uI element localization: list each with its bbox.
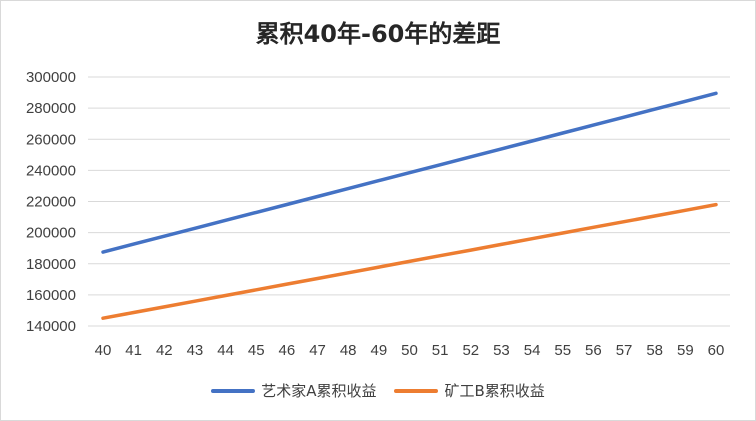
- legend-item-series-a: 艺术家A累积收益: [211, 380, 376, 401]
- x-tick-label: 54: [524, 342, 541, 359]
- x-tick-label: 48: [340, 342, 357, 359]
- y-tick-label: 160000: [26, 287, 76, 304]
- x-tick-label: 52: [462, 342, 479, 359]
- y-tick-label: 200000: [26, 225, 76, 242]
- x-tick-label: 49: [371, 342, 388, 359]
- legend: 艺术家A累积收益 矿工B累积收益: [0, 380, 756, 401]
- legend-swatch-series-b: [394, 388, 439, 393]
- x-tick-label: 51: [432, 342, 449, 359]
- legend-swatch-series-a: [211, 388, 256, 393]
- x-tick-label: 43: [187, 342, 204, 359]
- y-tick-label: 280000: [26, 100, 76, 117]
- x-axis-ticks: 40 41 42 43 44 45 46 47 48 49 50 51 52 53 54 55 56 57 58 59…: [95, 342, 725, 359]
- x-tick-label: 57: [616, 342, 633, 359]
- legend-label-series-b: 矿工B累积收益: [444, 382, 545, 400]
- x-tick-label: 58: [646, 342, 663, 359]
- legend-item-series-b: 矿工B累积收益: [394, 380, 545, 401]
- x-tick-label: 46: [279, 342, 296, 359]
- x-tick-label: 56: [585, 342, 602, 359]
- y-tick-label: 300000: [26, 69, 76, 86]
- x-tick-label: 45: [248, 342, 265, 359]
- x-tick-label: 44: [217, 342, 234, 359]
- x-tick-label: 60: [708, 342, 725, 359]
- y-axis-ticks: 140000 160000 180000 200000 220000 240000 2600…: [26, 69, 76, 335]
- x-tick-label: 40: [95, 342, 112, 359]
- series-lines: [101, 91, 718, 320]
- x-tick-label: 59: [677, 342, 694, 359]
- x-tick-label: 50: [401, 342, 418, 359]
- y-tick-label: 220000: [26, 194, 76, 211]
- gridlines: [88, 76, 730, 327]
- x-tick-label: 47: [309, 342, 326, 359]
- x-tick-label: 53: [493, 342, 510, 359]
- y-tick-label: 140000: [26, 318, 76, 335]
- x-tick-label: 55: [554, 342, 571, 359]
- x-tick-label: 42: [156, 342, 173, 359]
- y-tick-label: 240000: [26, 162, 76, 179]
- y-tick-label: 180000: [26, 256, 76, 273]
- x-tick-label: 41: [125, 342, 142, 359]
- chart-title: 累积40年-60年的差距: [255, 20, 501, 48]
- y-tick-label: 260000: [26, 131, 76, 148]
- legend-label-series-a: 艺术家A累积收益: [261, 382, 377, 400]
